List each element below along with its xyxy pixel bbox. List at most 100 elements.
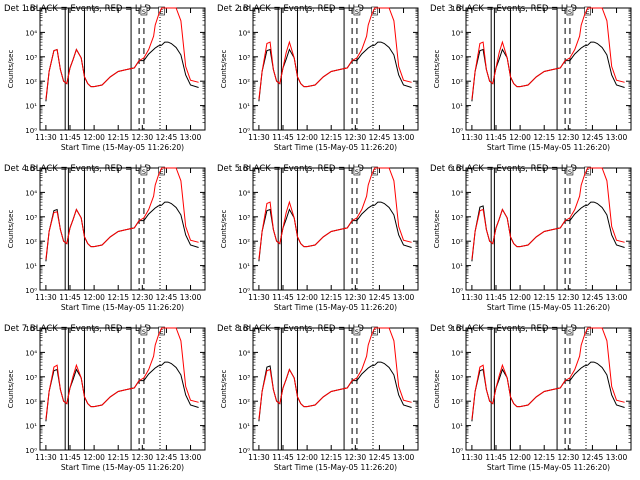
- y-tick-label: 10⁴: [25, 349, 37, 357]
- flag-label: S: [355, 328, 359, 336]
- flag-label: E: [160, 328, 164, 336]
- panel-title: Det 7 BLACK = Events, RED = LLD: [4, 324, 151, 334]
- x-tick-label: 11:45: [59, 133, 81, 142]
- plot-frame: [465, 327, 632, 451]
- x-tick-label: 12:45: [369, 133, 391, 142]
- x-tick-label: 12:45: [156, 453, 178, 462]
- x-tick-label: 13:00: [180, 453, 202, 462]
- flag-label: E: [586, 8, 590, 16]
- y-tick-label: 10²: [451, 238, 463, 246]
- flag-label: E: [160, 8, 164, 16]
- y-axis-label: Counts/sec: [220, 370, 228, 409]
- x-tick-label: 11:45: [272, 133, 294, 142]
- flag-marker: [353, 6, 361, 16]
- lld-series-line: [258, 327, 412, 420]
- flag-label: S: [568, 8, 572, 16]
- x-tick-label: 12:30: [132, 293, 154, 302]
- x-tick-label: 11:30: [35, 293, 57, 302]
- x-tick-label: 12:45: [369, 293, 391, 302]
- flag-label: S: [142, 8, 146, 16]
- lld-series-line: [45, 7, 199, 100]
- y-tick-label: 10⁰: [451, 447, 463, 455]
- flag-marker: [353, 166, 361, 176]
- y-tick-label: 10³: [25, 54, 37, 62]
- x-tick-label: 12:00: [83, 453, 105, 462]
- x-tick-label: 12:45: [156, 293, 178, 302]
- lld-series-line: [258, 167, 412, 260]
- y-tick-label: 10⁴: [451, 29, 463, 37]
- y-axis-label: Counts/sec: [433, 50, 441, 89]
- flag-label: S: [355, 8, 359, 16]
- x-tick-label: 12:30: [345, 453, 367, 462]
- x-tick-label: 11:45: [485, 453, 507, 462]
- flag-label: S: [355, 168, 359, 176]
- x-axis-label: Start Time (15-May-05 11:26:20): [274, 463, 397, 472]
- y-tick-label: 10⁰: [238, 127, 250, 135]
- y-axis-label: Counts/sec: [433, 370, 441, 409]
- x-tick-label: 11:30: [461, 133, 483, 142]
- lld-series-line: [258, 7, 412, 100]
- y-tick-label: 10²: [238, 78, 250, 86]
- lld-series-line: [45, 167, 199, 260]
- x-axis-label: Start Time (15-May-05 11:26:20): [487, 303, 610, 312]
- x-axis-label: Start Time (15-May-05 11:26:20): [61, 143, 184, 152]
- chart-panel: Det 3 BLACK = Events, RED = LLD 10⁰ 10¹ 10²…: [430, 4, 632, 152]
- flag-marker: [371, 166, 378, 176]
- flag-marker: [158, 166, 165, 176]
- flag-marker: [566, 166, 574, 176]
- y-tick-label: 10¹: [238, 103, 250, 111]
- y-tick-label: 10⁴: [451, 189, 463, 197]
- plot-frame: [252, 327, 419, 451]
- y-tick-label: 10⁵: [238, 165, 250, 173]
- x-tick-label: 12:15: [320, 133, 342, 142]
- flag-label: S: [142, 328, 146, 336]
- y-axis-label: Counts/sec: [220, 210, 228, 249]
- x-axis-label: Start Time (15-May-05 11:26:20): [274, 143, 397, 152]
- x-axis-label: Start Time (15-May-05 11:26:20): [274, 303, 397, 312]
- x-tick-label: 11:45: [59, 453, 81, 462]
- x-tick-label: 11:30: [461, 293, 483, 302]
- panel-title: Det 5 BLACK = Events, RED = LLD: [217, 164, 364, 174]
- flag-marker: [566, 6, 574, 16]
- y-axis-label: Counts/sec: [7, 50, 15, 89]
- x-tick-label: 11:45: [485, 133, 507, 142]
- y-tick-label: 10¹: [25, 423, 37, 431]
- y-tick-label: 10¹: [238, 263, 250, 271]
- flag-label: E: [373, 328, 377, 336]
- y-tick-label: 10²: [238, 398, 250, 406]
- y-tick-label: 10¹: [238, 423, 250, 431]
- x-tick-label: 12:15: [320, 293, 342, 302]
- flag-label: E: [586, 328, 590, 336]
- x-axis-label: Start Time (15-May-05 11:26:20): [61, 463, 184, 472]
- flag-marker: [140, 6, 148, 16]
- x-tick-label: 12:45: [582, 293, 604, 302]
- x-tick-label: 12:00: [296, 293, 318, 302]
- panel-title: Det 3 BLACK = Events, RED = LLD: [430, 4, 577, 14]
- plot-frame: [252, 7, 419, 131]
- y-tick-label: 10⁵: [25, 5, 37, 13]
- x-tick-label: 12:30: [558, 453, 580, 462]
- x-tick-label: 12:15: [107, 293, 129, 302]
- flag-marker: [566, 326, 574, 336]
- flag-label: E: [160, 168, 164, 176]
- x-tick-label: 13:00: [180, 293, 202, 302]
- y-tick-label: 10⁰: [25, 287, 37, 295]
- y-axis-label: Counts/sec: [7, 370, 15, 409]
- y-tick-label: 10³: [238, 54, 250, 62]
- y-tick-label: 10³: [451, 54, 463, 62]
- x-tick-label: 12:15: [320, 453, 342, 462]
- y-tick-label: 10³: [451, 374, 463, 382]
- plot-frame: [39, 7, 206, 131]
- chart-panel: Det 1 BLACK = Events, RED = LLD 10⁰ 10¹ 10²…: [4, 4, 206, 152]
- plot-frame: [465, 167, 632, 291]
- x-tick-label: 12:45: [369, 453, 391, 462]
- x-tick-label: 13:00: [180, 133, 202, 142]
- flag-marker: [371, 6, 378, 16]
- flag-marker: [140, 166, 148, 176]
- x-tick-label: 13:00: [393, 453, 415, 462]
- y-tick-label: 10⁵: [238, 5, 250, 13]
- flag-label: E: [373, 168, 377, 176]
- lld-series-line: [471, 7, 625, 100]
- flag-label: E: [586, 168, 590, 176]
- x-tick-label: 13:00: [606, 133, 628, 142]
